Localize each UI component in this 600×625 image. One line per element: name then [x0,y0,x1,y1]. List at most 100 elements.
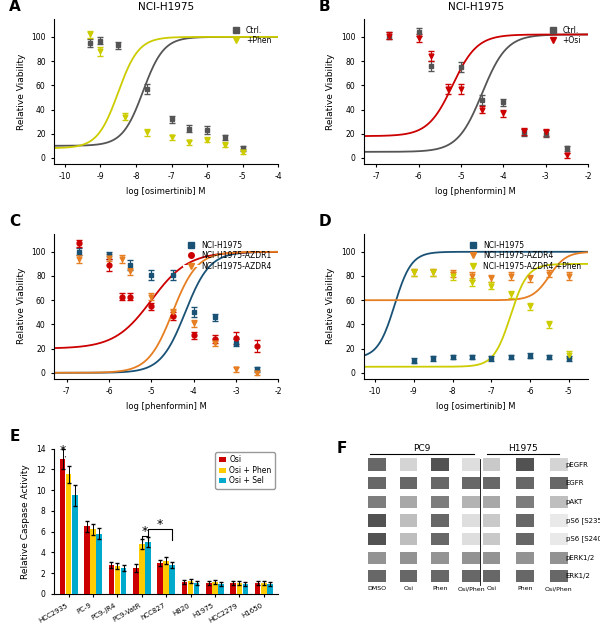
Bar [236,583,242,594]
Bar [482,551,500,564]
Bar [145,542,151,594]
Bar [60,459,65,594]
Bar [368,496,386,508]
Bar [157,562,163,594]
Bar [194,583,199,594]
Bar [368,477,386,489]
Bar [463,551,481,564]
Bar [218,584,224,594]
Bar [133,568,139,594]
Legend: Ctrl., +Osi: Ctrl., +Osi [542,22,584,48]
Text: Phen: Phen [432,586,448,591]
Bar [261,583,266,594]
Bar [169,565,175,594]
X-axis label: log [phenformin] M: log [phenformin] M [126,402,206,411]
Bar [550,570,568,582]
Bar [139,544,145,594]
Text: *: * [142,524,148,538]
Bar [84,526,90,594]
Bar [482,514,500,527]
Bar [255,583,260,594]
Bar [482,570,500,582]
Bar [66,474,71,594]
Text: pAKT: pAKT [566,499,583,505]
Bar [368,533,386,545]
Bar [182,582,187,594]
Bar [463,496,481,508]
Y-axis label: Relative Viability: Relative Viability [17,268,26,344]
Text: pERK1/2: pERK1/2 [566,555,595,561]
Bar [97,534,102,594]
Bar [431,533,449,545]
Bar [267,584,272,594]
Text: Phen: Phen [517,586,533,591]
Bar [463,458,481,471]
Text: pS6 [S235/6]: pS6 [S235/6] [566,517,600,524]
Bar [516,477,534,489]
Bar [188,581,193,594]
Text: F: F [337,441,347,456]
Bar [400,477,418,489]
Text: Osi/Phen: Osi/Phen [458,586,485,591]
Bar [431,570,449,582]
Bar [516,533,534,545]
Y-axis label: Relative Caspase Activity: Relative Caspase Activity [22,464,31,579]
Bar [482,458,500,471]
Y-axis label: Relative Viability: Relative Viability [17,53,26,129]
Bar [368,458,386,471]
Bar [400,458,418,471]
Bar [550,477,568,489]
Bar [482,533,500,545]
Bar [121,568,127,594]
Legend: Osi, Osi + Phen, Osi + Sel: Osi, Osi + Phen, Osi + Sel [215,452,275,489]
Bar [230,583,236,594]
Text: *: * [59,444,65,457]
Text: B: B [319,0,331,14]
Bar [550,533,568,545]
Bar [550,551,568,564]
Bar [400,514,418,527]
Bar [550,514,568,527]
Y-axis label: Relative Viability: Relative Viability [326,53,335,129]
Bar [482,496,500,508]
Y-axis label: Relative Viability: Relative Viability [326,268,335,344]
Bar [368,570,386,582]
Bar [400,533,418,545]
Bar [109,565,114,594]
Text: H1975: H1975 [508,444,538,453]
Text: D: D [319,214,331,229]
Bar [431,551,449,564]
Title: NCI-H1975: NCI-H1975 [448,2,504,12]
Bar [431,514,449,527]
Bar [463,533,481,545]
Text: E: E [9,429,20,444]
Bar [463,570,481,582]
Bar [242,584,248,594]
Bar [463,477,481,489]
Bar [463,514,481,527]
Text: Osi: Osi [487,586,497,591]
Text: *: * [157,518,163,531]
Bar [72,495,77,594]
Text: ERK1/2: ERK1/2 [566,573,590,579]
Bar [431,496,449,508]
Bar [516,514,534,527]
Bar [550,496,568,508]
Bar [90,529,96,594]
Bar [400,551,418,564]
Legend: Ctrl., +Phen: Ctrl., +Phen [226,22,275,48]
Bar [212,582,218,594]
Bar [115,566,120,594]
Bar [550,458,568,471]
X-axis label: log [osimertinib] M: log [osimertinib] M [436,402,515,411]
Legend: NCI-H1975, NCI-H1975-AZDR4, NCI-H1975-AZDR4 +Phen: NCI-H1975, NCI-H1975-AZDR4, NCI-H1975-AZ… [463,238,584,274]
Bar [431,458,449,471]
Bar [516,458,534,471]
Text: Osi/Phen: Osi/Phen [545,586,572,591]
Text: pS6 [S240/4]: pS6 [S240/4] [566,536,600,542]
Bar [516,551,534,564]
Text: pEGFR: pEGFR [566,461,589,468]
Legend: NCI-H1975, NCI-H1975-AZDR1, NCI-H1975-AZDR4: NCI-H1975, NCI-H1975-AZDR1, NCI-H1975-AZ… [181,238,275,274]
Bar [400,570,418,582]
Bar [163,561,169,594]
